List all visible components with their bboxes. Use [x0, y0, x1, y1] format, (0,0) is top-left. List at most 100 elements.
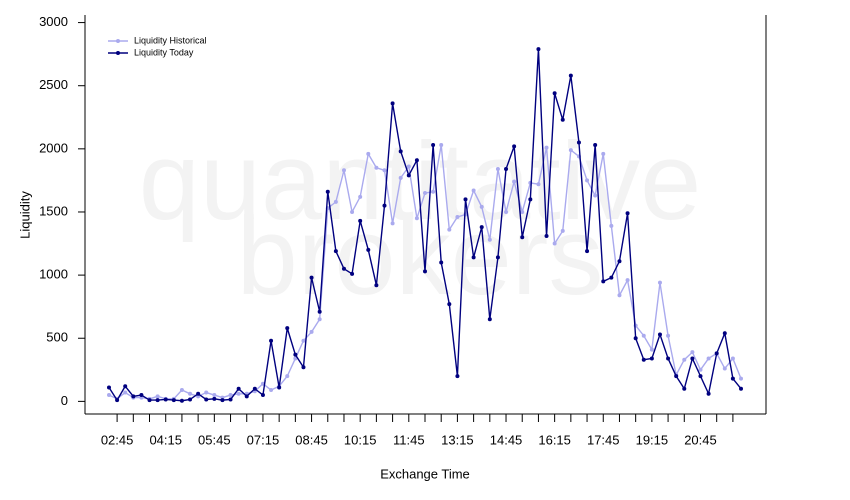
y-tick-label: 3000: [39, 14, 68, 29]
point: [649, 347, 654, 352]
x-tick-label: 05:45: [198, 432, 231, 447]
point: [358, 194, 363, 199]
point: [390, 101, 395, 106]
point: [269, 388, 274, 393]
point: [657, 280, 662, 285]
point: [625, 211, 630, 216]
point: [512, 179, 517, 184]
x-tick-label: 04:15: [149, 432, 182, 447]
point: [204, 397, 209, 402]
x-tick-label: 10:15: [344, 432, 377, 447]
point: [285, 374, 290, 379]
point: [698, 374, 703, 379]
y-tick-label: 1500: [39, 203, 68, 218]
point: [220, 398, 225, 403]
point: [536, 182, 541, 187]
point: [350, 271, 355, 276]
point: [196, 391, 201, 396]
point: [398, 149, 403, 154]
point: [739, 386, 743, 391]
y-axis-label: Liquidity: [17, 191, 32, 239]
point: [350, 209, 355, 214]
point: [423, 269, 427, 274]
point: [609, 275, 614, 280]
y-tick-label: 500: [46, 330, 68, 345]
x-tick-label: 07:15: [247, 432, 280, 447]
point: [260, 393, 265, 398]
point: [179, 388, 184, 393]
point: [236, 391, 241, 396]
point: [601, 279, 606, 284]
point: [341, 266, 346, 271]
point: [520, 209, 525, 214]
point: [601, 151, 606, 156]
point: [714, 351, 719, 356]
point: [414, 216, 419, 221]
watermark: brokers: [237, 195, 604, 318]
point: [309, 329, 314, 334]
point: [495, 255, 500, 260]
legend-label: Liquidity Today: [134, 47, 194, 57]
point: [414, 158, 419, 163]
point: [131, 394, 136, 399]
point: [171, 398, 176, 403]
point: [333, 199, 338, 204]
legend-label: Liquidity Historical: [134, 35, 207, 45]
point: [455, 215, 460, 220]
x-tick-label: 02:45: [101, 432, 134, 447]
point: [471, 255, 476, 260]
point: [431, 143, 436, 148]
point: [706, 356, 711, 361]
point: [301, 365, 306, 370]
point: [455, 374, 460, 379]
point: [228, 397, 233, 402]
x-tick-label: 20:45: [684, 432, 717, 447]
point: [690, 356, 695, 361]
point: [447, 302, 452, 307]
point: [155, 394, 160, 399]
point: [301, 338, 306, 343]
watermark: quantitative: [139, 120, 702, 243]
point: [244, 394, 249, 399]
point: [374, 165, 379, 170]
point: [333, 249, 338, 254]
point: [317, 309, 322, 314]
point: [179, 398, 184, 403]
point: [487, 237, 492, 242]
point: [358, 218, 363, 223]
point: [107, 385, 111, 390]
point: [107, 393, 111, 398]
point: [439, 143, 444, 148]
point: [617, 259, 622, 264]
point: [568, 73, 573, 78]
point: [471, 188, 476, 193]
point: [593, 193, 598, 198]
point: [666, 356, 671, 361]
point: [698, 367, 703, 372]
y-tick-label: 2000: [39, 140, 68, 155]
point: [309, 275, 314, 280]
point: [139, 393, 144, 398]
point: [398, 175, 403, 180]
point: [123, 390, 128, 395]
x-tick-label: 14:45: [490, 432, 523, 447]
point: [366, 151, 371, 156]
point: [431, 189, 436, 194]
point: [382, 168, 387, 173]
point: [649, 356, 654, 361]
point: [374, 283, 379, 288]
point: [188, 397, 193, 402]
point: [479, 204, 484, 209]
point: [706, 391, 711, 396]
point: [690, 350, 695, 355]
x-tick-label: 13:15: [441, 432, 474, 447]
point: [123, 384, 128, 389]
point: [585, 249, 590, 254]
legend-marker: [116, 39, 120, 43]
point: [115, 398, 120, 403]
point: [617, 293, 622, 298]
point: [382, 203, 387, 208]
point: [625, 278, 630, 283]
point: [212, 396, 217, 401]
